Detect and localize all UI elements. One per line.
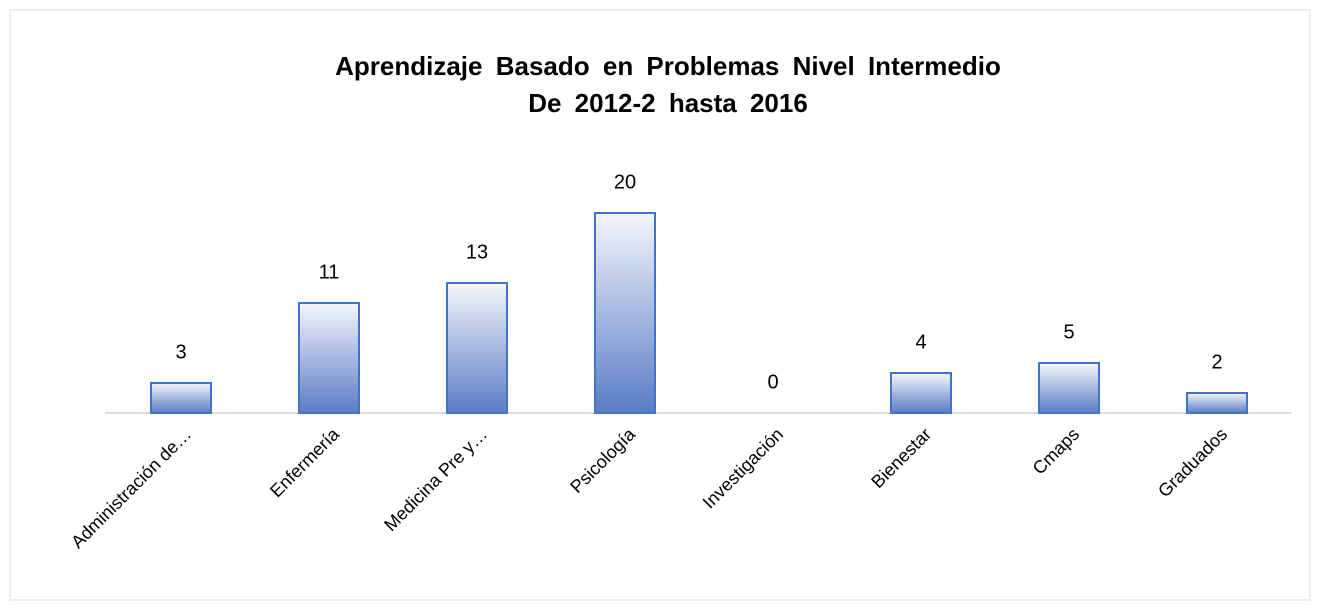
bar xyxy=(594,212,656,414)
data-label: 13 xyxy=(466,241,488,263)
data-label: 11 xyxy=(319,261,340,283)
chart-subtitle: De 2012-2 hasta 2016 xyxy=(528,88,808,118)
bar xyxy=(1186,392,1248,414)
data-label: 3 xyxy=(175,341,186,363)
chart-frame xyxy=(9,9,1311,601)
chart-title: Aprendizaje Basado en Problemas Nivel In… xyxy=(335,51,1001,81)
bar xyxy=(890,372,952,414)
data-label: 5 xyxy=(1063,321,1074,343)
bar xyxy=(1038,362,1100,414)
bar xyxy=(298,302,360,414)
data-label: 4 xyxy=(915,331,926,353)
data-label: 20 xyxy=(614,171,636,193)
data-label: 2 xyxy=(1211,351,1222,373)
data-label: 0 xyxy=(767,371,778,393)
bar xyxy=(446,282,508,414)
bar xyxy=(150,382,212,414)
